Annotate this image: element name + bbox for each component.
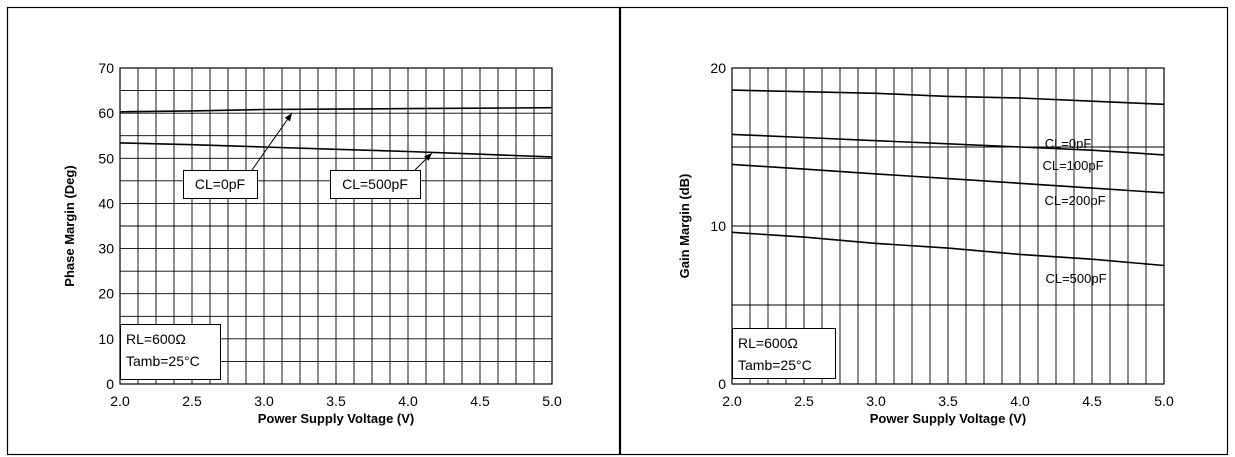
- x-tick-label: 4.5: [1082, 393, 1102, 409]
- arrow-head: [424, 153, 432, 161]
- y-tick-label: 60: [98, 105, 114, 121]
- x-tick-label: 4.0: [398, 393, 418, 409]
- grid: [732, 68, 1164, 384]
- x-axis-title: Power Supply Voltage (V): [870, 411, 1027, 426]
- x-tick-label: 2.5: [182, 393, 202, 409]
- left-panel-border: [6, 6, 621, 456]
- x-tick-label: 3.0: [866, 393, 886, 409]
- y-tick-label: 20: [98, 286, 114, 302]
- plot-area: [119, 67, 553, 385]
- series-label: CL=500pF: [342, 176, 408, 192]
- right-panel-border: [619, 6, 1229, 456]
- x-tick-label: 2.5: [794, 393, 814, 409]
- conditions-box: [120, 324, 221, 380]
- y-tick-label: 30: [98, 241, 114, 257]
- y-axis-title: Gain Margin (dB): [677, 174, 692, 279]
- series-line: [731, 89, 1165, 106]
- x-axis-title: Power Supply Voltage (V): [258, 411, 415, 426]
- series-line: [731, 133, 1165, 156]
- y-tick-label: 0: [106, 376, 114, 392]
- x-tick-label: 2.0: [110, 393, 130, 409]
- condition-label: RL=600Ω: [126, 331, 186, 347]
- label-arrow: [251, 112, 293, 171]
- series-label-box: [183, 170, 258, 199]
- series-label: CL=500pF: [1045, 271, 1106, 286]
- y-tick-label: 20: [710, 60, 726, 76]
- condition-label: Tamb=25°C: [738, 357, 812, 373]
- phase-margin-chart: 2.0 2.5 3.0 3.5 4.0 4.5 5.0 0 10 20 30 40 50 60 70 Powe…: [62, 60, 562, 426]
- series-label: CL=100pF: [1042, 158, 1103, 173]
- series-line: [731, 163, 1165, 194]
- series-label: CL=0pF: [1045, 136, 1092, 151]
- plot-area: [731, 67, 1165, 385]
- x-tick-label: 3.0: [254, 393, 274, 409]
- condition-label: Tamb=25°C: [126, 353, 200, 369]
- conditions-box: [732, 328, 836, 379]
- series-label: CL=0pF: [195, 176, 245, 192]
- y-tick-label: 0: [718, 376, 726, 392]
- gain-margin-chart: 2.0 2.5 3.0 3.5 4.0 4.5 5.0 0 10 20 Power Supply V…: [677, 60, 1174, 426]
- series-line: [731, 231, 1165, 267]
- series-label-box: [330, 170, 421, 199]
- y-tick-label: 70: [98, 60, 114, 76]
- x-tick-label: 3.5: [326, 393, 346, 409]
- series-line: [119, 106, 553, 113]
- y-tick-label: 10: [710, 218, 726, 234]
- series-line: [119, 142, 553, 158]
- x-tick-label: 4.0: [1010, 393, 1030, 409]
- series-label: CL=200pF: [1044, 193, 1105, 208]
- condition-label: RL=600Ω: [738, 335, 798, 351]
- arrow-head: [284, 113, 292, 122]
- x-tick-label: 3.5: [938, 393, 958, 409]
- x-tick-label: 4.5: [470, 393, 490, 409]
- x-tick-label: 5.0: [1154, 393, 1174, 409]
- y-tick-label: 10: [98, 331, 114, 347]
- y-tick-label: 50: [98, 150, 114, 166]
- x-tick-label: 5.0: [542, 393, 562, 409]
- x-tick-label: 2.0: [722, 393, 742, 409]
- y-tick-label: 40: [98, 195, 114, 211]
- y-axis-title: Phase Margin (Deg): [62, 165, 77, 286]
- grid: [120, 68, 552, 384]
- panel-borders: [6, 6, 1229, 456]
